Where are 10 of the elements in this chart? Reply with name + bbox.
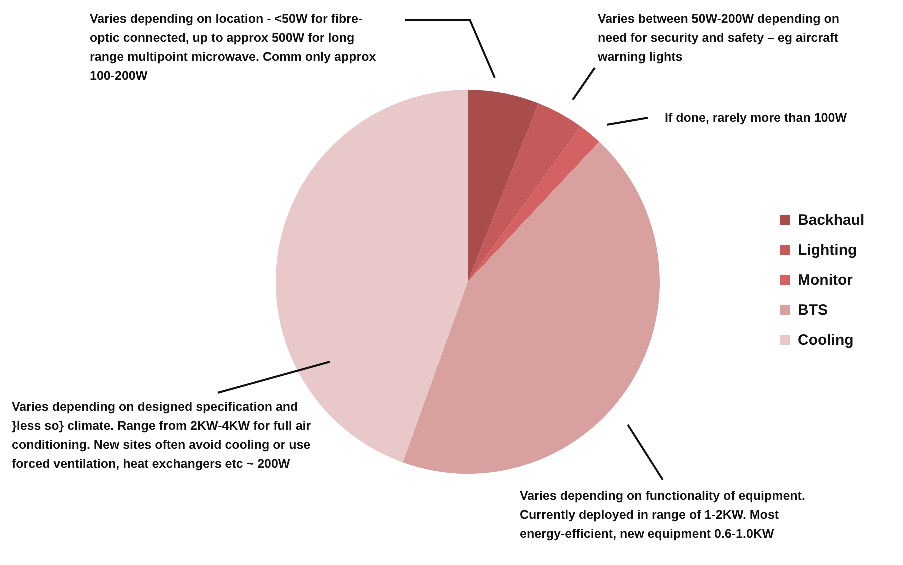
- text: Varies depending on location - <50W for fibre-optic connected, up to approx 500W for long range multipoint microwave. Comm only approx 100-200W: [90, 11, 378, 85]
- legend-label: Backhaul: [798, 212, 865, 228]
- legend-label: BTS: [798, 302, 828, 318]
- legend-label: Monitor: [798, 272, 853, 288]
- text: If done, rarely more than 100W: [665, 110, 848, 127]
- legend-label: Lighting: [798, 242, 858, 258]
- text: Varies between 50W-200W depending on need for security and safety – eg aircraft warning lights: [598, 11, 840, 66]
- text: Varies depending on functionality of equipment. Currently deployed in range of 1-2KW. Most energy-efficient, new equipment 0.6-1.0KW: [520, 488, 806, 543]
- text: Varies depending on designed specification and }less so} climate. Range from 2KW-4KW for full air conditioning. New sites often avoid cooling or use forced ventilation, heat exchangers etc ~ 200W: [12, 399, 312, 473]
- legend-label: Cooling: [798, 332, 854, 348]
